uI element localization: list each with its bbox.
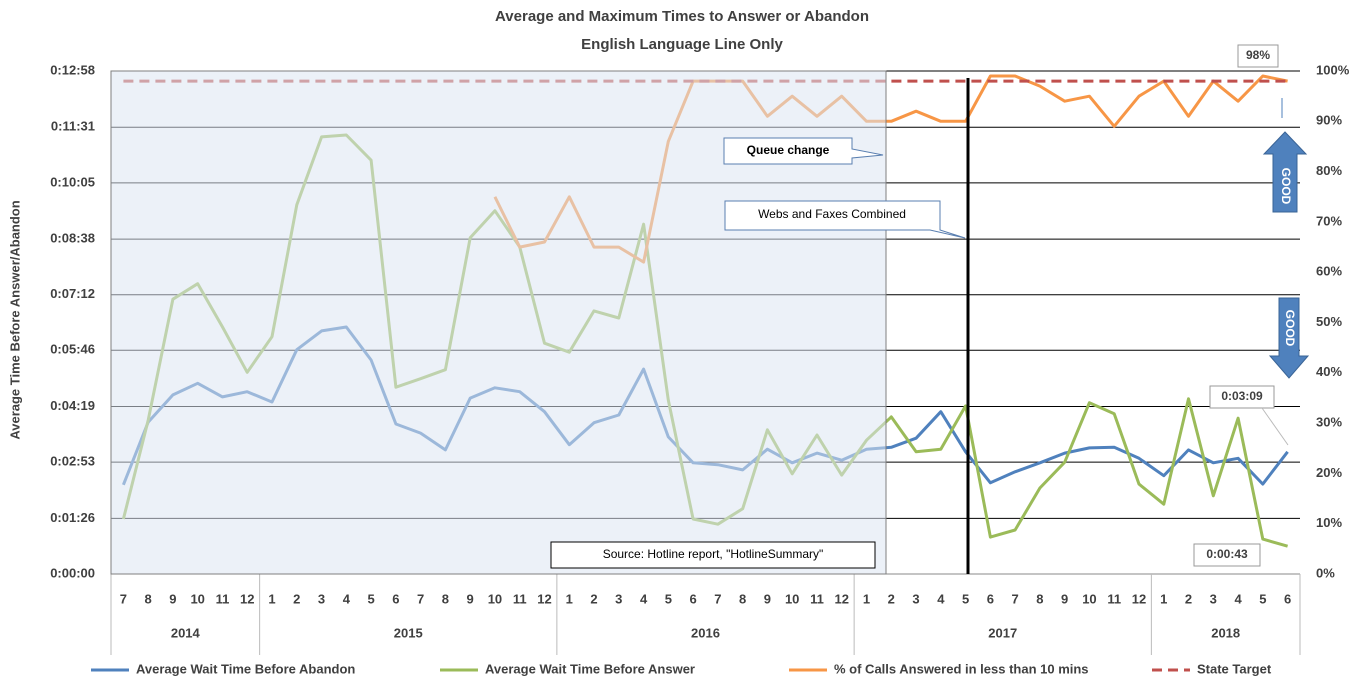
x-tick-label: 3 [1210,591,1217,606]
annotation: GOOD [1279,168,1293,205]
y2-tick-label: 0% [1316,565,1335,580]
year-label: 2016 [691,625,720,640]
good-arrow-up [1262,131,1308,213]
x-tick-label: 6 [1284,591,1291,606]
value-label-box [1209,385,1275,409]
y2-tick-label: 60% [1316,264,1342,279]
good-arrow-down [1268,297,1310,379]
y-tick-label: 0:01:26 [50,510,95,525]
x-tick-label: 9 [169,591,176,606]
y2-tick-label: 50% [1316,314,1342,329]
x-tick-label: 7 [1012,591,1019,606]
x-tick-label: 12 [240,591,254,606]
annotation: GOOD [1283,310,1297,347]
y2-tick-label: 80% [1316,163,1342,178]
x-tick-label: 7 [714,591,721,606]
y2-tick-label: 30% [1316,415,1342,430]
x-tick-label: 3 [615,591,622,606]
year-label: 2015 [394,625,423,640]
y-tick-label: 0:00:00 [50,565,95,580]
legend-label: % of Calls Answered in less than 10 mins [834,661,1089,676]
annotation: Source: Hotline report, "HotlineSummary" [603,547,824,561]
x-tick-label: 4 [1234,591,1242,606]
annotation: Queue change [747,143,830,157]
y2-tick-label: 40% [1316,364,1342,379]
x-tick-label: 4 [343,591,351,606]
x-tick-label: 2 [1185,591,1192,606]
x-tick-label: 10 [1082,591,1096,606]
y-tick-label: 0:08:38 [50,231,95,246]
y2-tick-label: 10% [1316,515,1342,530]
y-tick-label: 0:10:05 [50,174,95,189]
year-label: 2018 [1211,625,1240,640]
y-tick-label: 0:02:53 [50,454,95,469]
x-tick-label: 5 [665,591,672,606]
x-tick-label: 2 [590,591,597,606]
x-tick-label: 8 [1036,591,1043,606]
legend-label: Average Wait Time Before Answer [485,661,695,676]
x-tick-label: 6 [689,591,696,606]
y2-tick-label: 70% [1316,213,1342,228]
x-tick-label: 8 [442,591,449,606]
x-tick-label: 9 [467,591,474,606]
value-label: 0:00:43 [1206,547,1248,561]
x-tick-label: 11 [1107,591,1121,606]
x-tick-label: 10 [190,591,204,606]
year-label: 2014 [171,625,201,640]
annotation: Webs and Faxes Combined [758,207,906,221]
chart-subtitle: English Language Line Only [581,36,783,53]
year-label: 2017 [988,625,1017,640]
x-tick-label: 1 [863,591,870,606]
y-tick-label: 0:04:19 [50,398,95,413]
value-label-box [1237,44,1279,68]
x-tick-label: 6 [987,591,994,606]
y-axis-label: Average Time Before Answer/Abandon [7,200,22,439]
x-tick-label: 12 [537,591,551,606]
x-tick-label: 10 [488,591,502,606]
value-label: 0:03:09 [1221,389,1263,403]
chart-title: Average and Maximum Times to Answer or A… [495,8,869,25]
x-tick-label: 4 [640,591,648,606]
x-tick-label: 3 [912,591,919,606]
x-tick-label: 1 [268,591,275,606]
x-tick-label: 11 [810,591,824,606]
x-tick-label: 5 [367,591,374,606]
x-tick-label: 11 [216,591,230,606]
x-tick-label: 10 [785,591,799,606]
x-tick-label: 6 [392,591,399,606]
value-label: 98% [1246,48,1270,62]
x-tick-label: 12 [835,591,849,606]
x-tick-label: 5 [1259,591,1266,606]
value-label-box [1193,543,1261,567]
x-tick-label: 11 [513,591,527,606]
legend-label: State Target [1197,661,1272,676]
x-tick-label: 1 [1160,591,1167,606]
y2-tick-label: 20% [1316,465,1342,480]
x-tick-label: 5 [962,591,969,606]
y-tick-label: 0:07:12 [50,286,95,301]
source-box [550,541,876,569]
y-tick-label: 0:11:31 [51,119,95,134]
x-tick-label: 8 [145,591,152,606]
x-tick-label: 9 [764,591,771,606]
x-tick-label: 2 [888,591,895,606]
callout [723,137,884,165]
x-tick-label: 9 [1061,591,1068,606]
callout [724,200,966,239]
y2-tick-label: 100% [1316,62,1350,77]
x-tick-label: 1 [566,591,573,606]
x-tick-label: 7 [120,591,127,606]
x-tick-label: 2 [293,591,300,606]
x-tick-label: 7 [417,591,424,606]
x-tick-label: 4 [937,591,945,606]
y-tick-label: 0:12:58 [50,62,95,77]
legend-label: Average Wait Time Before Abandon [136,661,355,676]
x-tick-label: 3 [318,591,325,606]
y2-tick-label: 90% [1316,113,1342,128]
y-tick-label: 0:05:46 [50,342,95,357]
x-tick-label: 12 [1132,591,1146,606]
label-leader [1261,407,1289,446]
x-tick-label: 8 [739,591,746,606]
